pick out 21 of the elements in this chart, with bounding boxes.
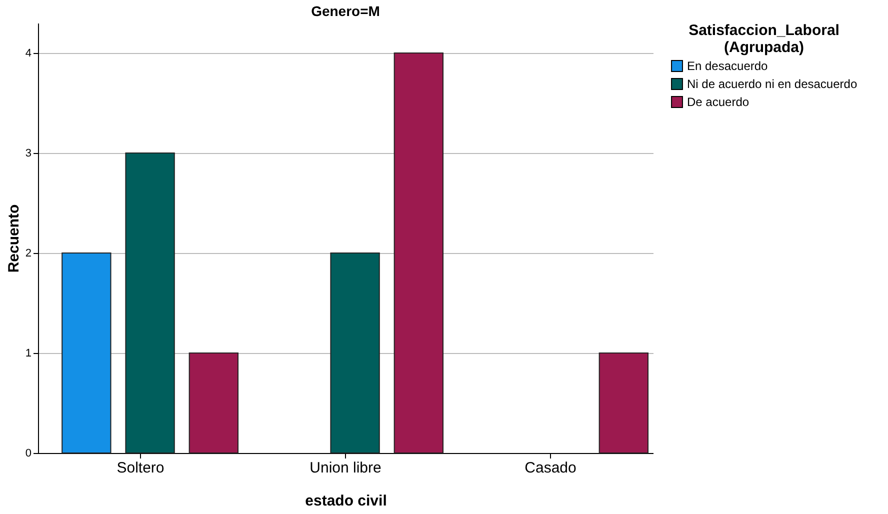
bar xyxy=(394,52,444,454)
y-tick-label: 4 xyxy=(25,48,32,60)
legend-label: De acuerdo xyxy=(687,95,750,109)
y-tick-label: 1 xyxy=(25,348,32,360)
y-tick-label: 3 xyxy=(25,148,32,160)
bar xyxy=(188,352,238,454)
y-axis-title: Recuento xyxy=(5,204,22,273)
y-tick-label: 2 xyxy=(25,248,32,260)
bar xyxy=(598,352,648,454)
x-tick-label: Union libre xyxy=(310,460,382,476)
x-tick-label: Casado xyxy=(524,460,576,476)
bar xyxy=(125,152,175,454)
x-tick-label: Soltero xyxy=(116,460,164,476)
chart-title: Genero=M xyxy=(311,3,380,19)
bar xyxy=(62,252,112,454)
legend-title: Satisfaccion_Laboral (Agrupada) xyxy=(688,22,840,56)
legend-label: Ni de acuerdo ni en desacuerdo xyxy=(687,77,858,91)
bar xyxy=(330,252,380,454)
legend-label: En desacuerdo xyxy=(687,59,768,73)
x-axis-title: estado civil xyxy=(305,492,387,510)
y-tick-label: 0 xyxy=(25,448,32,460)
